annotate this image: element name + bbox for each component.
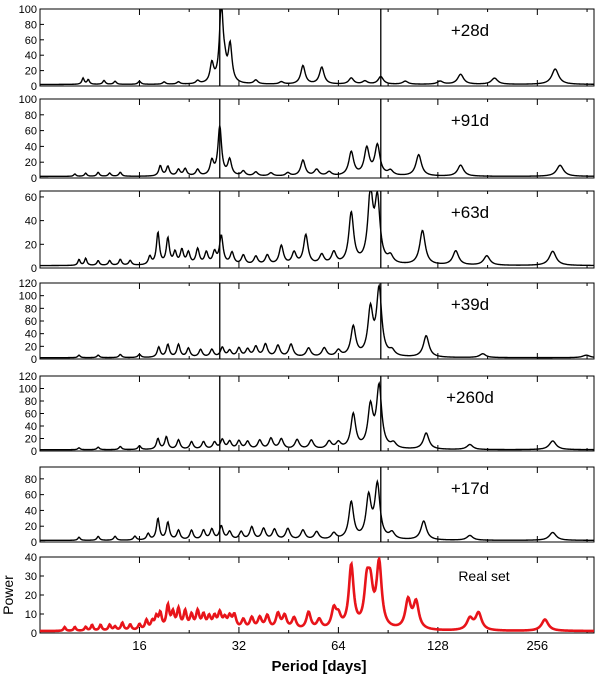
x-axis: Period [days] xyxy=(271,658,366,675)
y-tick-label: 100 xyxy=(19,94,37,106)
y-tick-label: 60 xyxy=(25,316,37,328)
y-tick-label: 0 xyxy=(31,263,37,275)
series-line xyxy=(40,283,594,359)
y-tick-label: 40 xyxy=(25,141,37,153)
y-tick-label: 80 xyxy=(25,110,37,122)
y-tick-label: 0 xyxy=(31,173,37,185)
y-tick-label: 60 xyxy=(25,192,37,204)
y-tick-label: 120 xyxy=(19,278,37,290)
panel-frame xyxy=(39,282,595,360)
panel-label: +91d xyxy=(451,111,489,130)
y-tick-label: 20 xyxy=(25,66,37,78)
y-tick-label: 120 xyxy=(19,371,37,383)
panel-2: 0 20 40 60 80 100 +91d xyxy=(19,94,595,185)
y-tick-label: 20 xyxy=(25,521,37,533)
y-tick-label: 40 xyxy=(25,329,37,341)
panel-frame xyxy=(39,375,595,452)
y-tick-label: 80 xyxy=(25,303,37,315)
series-line xyxy=(40,9,594,86)
panel-frame xyxy=(39,190,595,269)
y-tick-label: 40 xyxy=(25,216,37,228)
y-tick-label: 20 xyxy=(25,341,37,353)
series-line xyxy=(40,381,594,451)
x-tick-label: 128 xyxy=(427,638,449,653)
y-tick-label: 40 xyxy=(25,505,37,517)
panel-label: +39d xyxy=(451,295,489,314)
y-tick-label: 40 xyxy=(25,421,37,433)
y-tick-label: 10 xyxy=(25,609,37,621)
y-axis-title: Power xyxy=(0,575,16,615)
y-tick-label: 100 xyxy=(19,384,37,396)
x-axis-title: Period [days] xyxy=(271,658,366,675)
panel-stack: 020406080100+28d020406080100+91d0204060+… xyxy=(0,4,595,653)
y-tick-label: 60 xyxy=(25,409,37,421)
panel-6: 0 20 40 60 80 +17d xyxy=(25,466,595,549)
y-tick-label: 60 xyxy=(25,490,37,502)
y-tick-label: 40 xyxy=(25,50,37,62)
y-tick-label: 20 xyxy=(25,157,37,169)
y-tick-label: 100 xyxy=(19,4,37,16)
panel-frame xyxy=(39,98,595,179)
y-tick-label: 60 xyxy=(25,126,37,138)
y-tick-label: 80 xyxy=(25,396,37,408)
panel-frame xyxy=(39,466,595,543)
panel-label: Real set xyxy=(458,568,509,584)
x-tick-label: 32 xyxy=(232,638,246,653)
y-tick-label: 0 xyxy=(31,537,37,549)
y-tick-label: 20 xyxy=(25,590,37,602)
y-tick-label: 0 xyxy=(31,446,37,458)
x-tick-label: 16 xyxy=(132,638,146,653)
panel-label: +260d xyxy=(446,388,494,407)
x-tick-label: 64 xyxy=(331,638,345,653)
panel-frame xyxy=(39,8,595,87)
y-tick-label: 40 xyxy=(25,552,37,564)
series-line xyxy=(40,125,594,178)
panel-label: +17d xyxy=(451,479,489,498)
y-tick-label: 80 xyxy=(25,474,37,486)
panel-1: 0 20 40 60 80 100 +28d xyxy=(19,4,595,93)
y-tick-label: 0 xyxy=(31,354,37,366)
panel-label: +63d xyxy=(451,203,489,222)
y-tick-label: 0 xyxy=(31,628,37,640)
series-line xyxy=(40,557,594,633)
y-tick-label: 30 xyxy=(25,571,37,583)
y-tick-label: 80 xyxy=(25,19,37,31)
y-tick-label: 0 xyxy=(31,81,37,93)
y-tick-label: 20 xyxy=(25,239,37,251)
panel-3: 0 20 40 60 +63d xyxy=(25,190,595,275)
y-tick-label: 60 xyxy=(25,35,37,47)
series-line xyxy=(40,479,594,542)
x-tick-label: 256 xyxy=(526,638,548,653)
y-tick-label: 100 xyxy=(19,291,37,303)
y-tick-label: 20 xyxy=(25,434,37,446)
panel-7: 0 10 20 30 40 Real set Power 16 32 64 128 256 xyxy=(0,552,595,653)
panel-label: +28d xyxy=(451,21,489,40)
series-line xyxy=(40,191,594,267)
